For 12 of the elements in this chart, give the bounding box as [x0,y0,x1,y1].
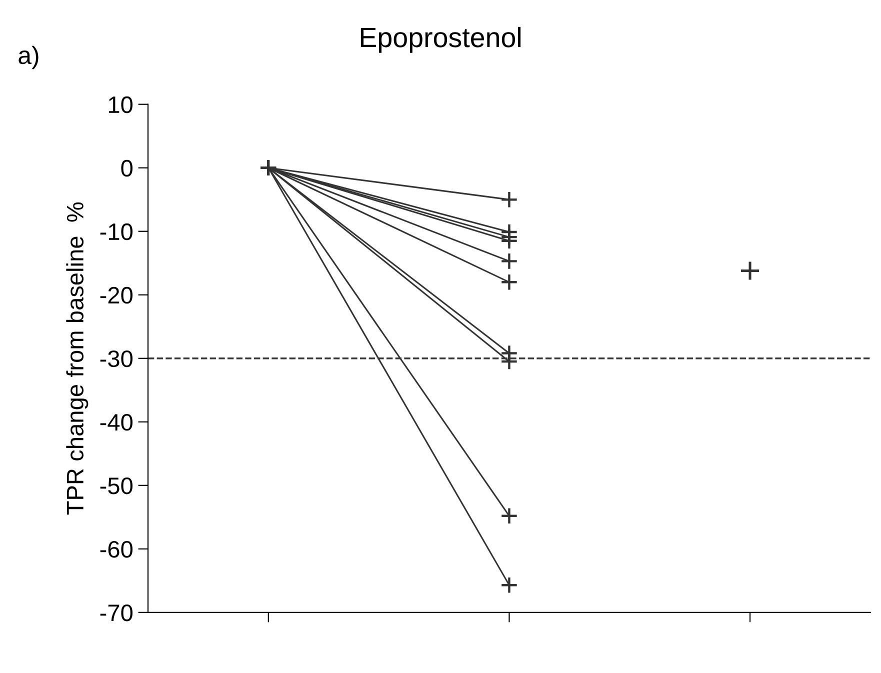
y-axis-title: TPR change from baseline % [66,202,88,515]
y-tick-label: -30 [100,350,133,368]
chart-title: Epoprostenol [360,26,520,53]
y-tick-label: 0 [121,160,132,177]
y-tick-label: -60 [100,540,133,558]
y-tick-label: -40 [100,414,133,431]
y-tick-label: -10 [100,223,133,240]
y-tick-label: -70 [100,604,133,622]
text: a) [18,46,38,70]
y-tick-label: -20 [100,286,133,304]
y-tick-label: 10 [108,96,133,114]
y-tick-label: -50 [100,477,133,494]
